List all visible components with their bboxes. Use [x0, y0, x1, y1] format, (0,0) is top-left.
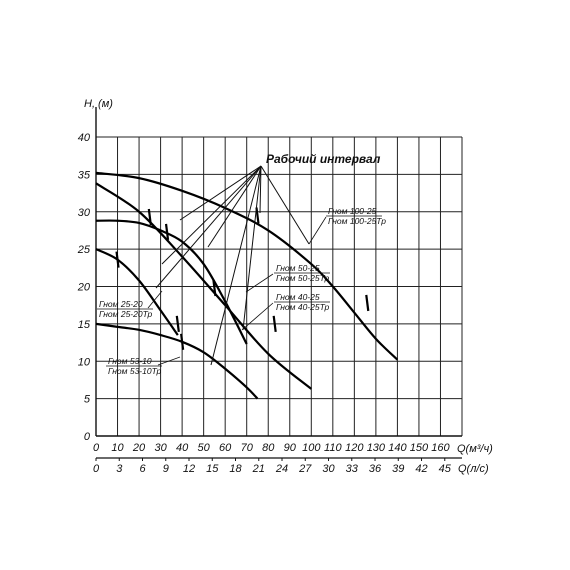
series-label: Гном 50-25: [276, 263, 320, 273]
series-label: Гном 53-10: [108, 356, 152, 366]
y-tick-label: 40: [78, 132, 91, 144]
interval-markers: [115, 207, 370, 350]
x2-tick-label: 3: [116, 463, 123, 475]
callout-line: [161, 165, 262, 265]
x2-tick-label: 36: [369, 463, 382, 475]
x-tick-label: 130: [367, 442, 386, 454]
label-leader: [241, 302, 274, 331]
callout-line: [242, 165, 262, 331]
series-line: [95, 219, 248, 345]
x2-tick-label: 24: [275, 463, 288, 475]
x2-tick-label: 9: [163, 463, 169, 475]
interval-tick: [255, 207, 260, 224]
interval-tick: [115, 251, 120, 268]
working-interval-label: Рабочий интервал: [266, 152, 381, 166]
x-tick-label: 50: [198, 442, 211, 454]
series-label: Гном 40-25: [276, 292, 320, 302]
x-tick-label: 110: [324, 442, 342, 454]
callout-line: [179, 165, 262, 221]
x-tick-label: 20: [132, 442, 146, 454]
x2-tick-labels: 0 3 6 9 12 15 18 21 24 27 30 33 36 39 42 45: [93, 458, 452, 475]
label-leader: [157, 356, 181, 366]
interval-tick: [365, 294, 370, 312]
x2-tick-label: 27: [298, 463, 312, 475]
x2-tick-label: 15: [206, 463, 219, 475]
label-leader: [245, 273, 274, 293]
y-tick-label: 0: [84, 431, 91, 443]
x-tick-label: 0: [93, 442, 100, 454]
x-tick-label: 140: [388, 442, 407, 454]
x2-tick-label: 6: [139, 463, 146, 475]
interval-tick: [175, 315, 180, 333]
series-line: [95, 248, 179, 336]
x-tick-label: 160: [431, 442, 450, 454]
x-tick-label: 10: [111, 442, 124, 454]
x-tick-label: 100: [302, 442, 321, 454]
series-label-tr: Гном 40-25Тр: [276, 302, 329, 312]
interval-tick: [272, 315, 277, 333]
series-line: [95, 182, 312, 390]
series-label: Гном 100-25: [328, 206, 377, 216]
x2-tick-label: 39: [392, 463, 404, 475]
label-leader: [147, 290, 163, 309]
callout-line: [155, 165, 262, 289]
x-tick-label: 80: [262, 442, 275, 454]
x2-tick-label: 21: [252, 463, 265, 475]
y-tick-label: 10: [78, 356, 91, 368]
y-tick-label: 30: [78, 207, 91, 219]
x-axis-label: Q(м³/ч): [457, 443, 493, 455]
interval-tick: [147, 208, 152, 226]
x2-tick-label: 45: [439, 463, 452, 475]
series-label-tr: Гном 50-25Тр: [276, 273, 329, 283]
callout-lines: [155, 165, 310, 366]
x-tick-label: 40: [176, 442, 189, 454]
y-tick-label: 20: [77, 282, 91, 294]
x-tick-label: 30: [154, 442, 167, 454]
callout-line: [207, 165, 262, 248]
label-leader: [308, 216, 327, 245]
axes: [95, 107, 462, 459]
callout-line: [210, 165, 262, 366]
x-tick-label: 90: [284, 442, 297, 454]
interval-tick: [212, 279, 217, 297]
x2-tick-label: 18: [229, 463, 242, 475]
x-tick-label: 120: [345, 442, 364, 454]
x-tick-label: 150: [410, 442, 429, 454]
x2-tick-label: 12: [183, 463, 195, 475]
y-tick-label: 35: [78, 169, 91, 181]
y-tick-labels: 0 5 10 15 20 25 30 35 40: [77, 132, 91, 443]
callout-line: [260, 165, 310, 245]
callout-line: [259, 165, 262, 214]
x2-tick-label: 42: [415, 463, 427, 475]
series-label-tr: Гном 25-20Тр: [99, 309, 152, 319]
series-line: [95, 171, 399, 361]
x2-axis-label: Q(л/с): [458, 463, 489, 475]
x2-tick-label: 30: [322, 463, 335, 475]
interval-tick: [164, 223, 170, 241]
interval-tick: [180, 333, 185, 350]
series-label: Гном 25-20: [99, 299, 143, 309]
x-tick-label: 70: [241, 442, 254, 454]
grid: [95, 136, 463, 437]
series-label-tr: Гном 100-25Тр: [328, 216, 386, 226]
y-tick-label: 25: [77, 244, 91, 256]
x-tick-labels: 0 10 20 30 40 50 60 70 80 90 100 110 120 130 140 150 160: [93, 442, 451, 454]
y-tick-label: 15: [78, 319, 91, 331]
x-tick-label: 60: [219, 442, 232, 454]
series-label-tr: Гном 53-10Тр: [108, 366, 161, 376]
x2-tick-label: 0: [93, 463, 100, 475]
y-axis-label: H, (м): [84, 98, 113, 110]
x2-tick-label: 33: [346, 463, 359, 475]
y-tick-label: 5: [84, 394, 91, 406]
